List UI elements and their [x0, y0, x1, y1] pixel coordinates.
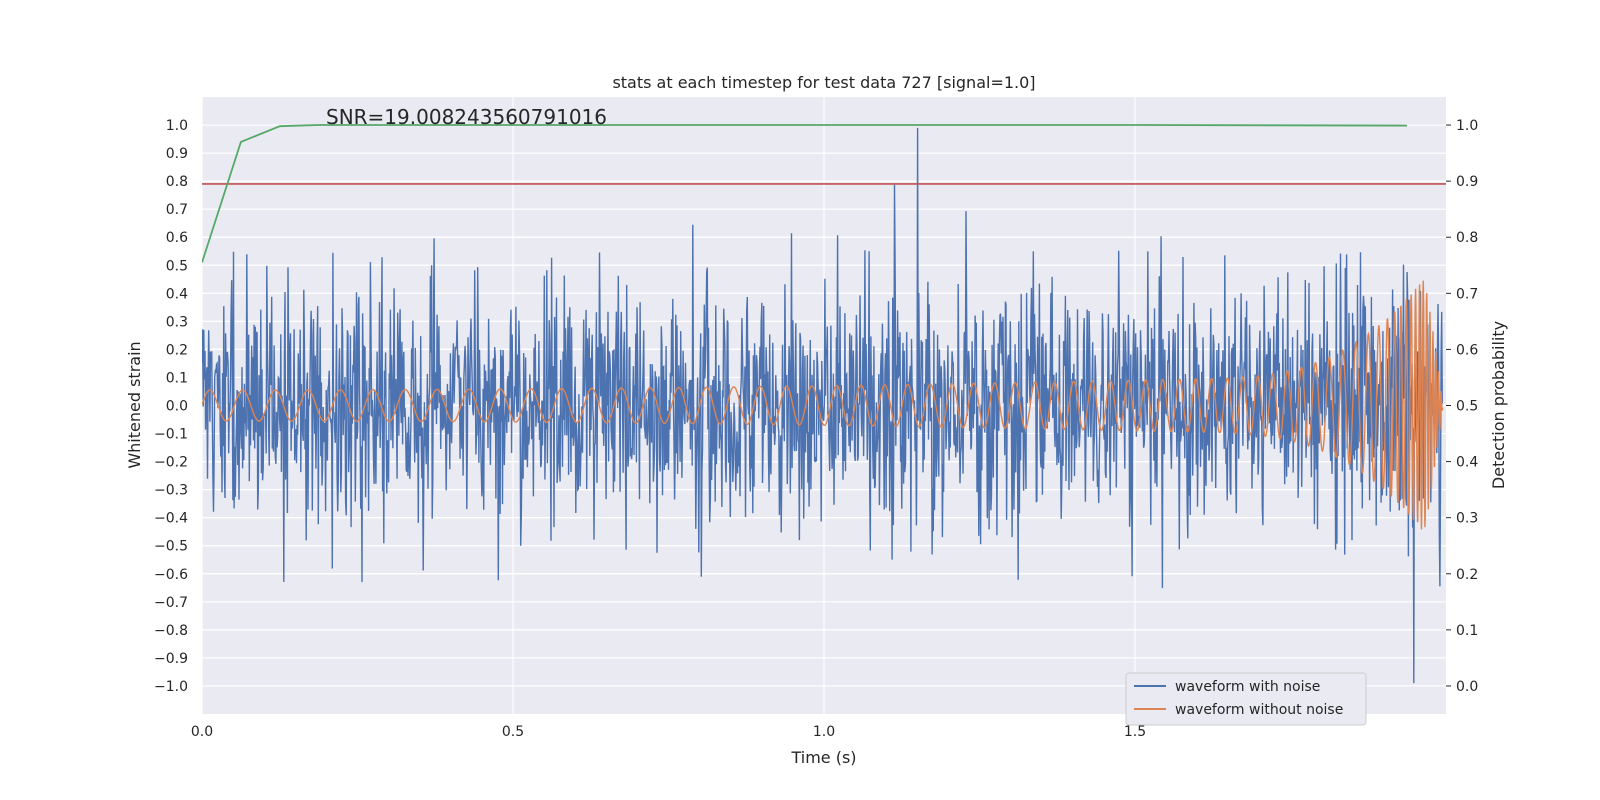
legend-label-noise: waveform with noise	[1175, 679, 1320, 695]
snr-annotation: SNR=19.008243560791016	[326, 105, 607, 129]
legend: waveform with noise waveform without noi…	[1125, 672, 1367, 726]
y-tick-label-left: −0.6	[154, 567, 188, 583]
y-tick-label-right: 0.1	[1456, 623, 1478, 639]
y-tick-label-left: 0.7	[166, 202, 188, 218]
x-tick-label: 0.5	[502, 724, 524, 740]
y-tick-label-left: −0.8	[154, 623, 188, 639]
x-tick-label: 0.0	[191, 724, 213, 740]
y-tick-label-right: 0.5	[1456, 399, 1478, 415]
y-tick-label-right: 0.3	[1456, 511, 1478, 527]
legend-box	[1125, 672, 1367, 726]
y-tick-label-left: −0.7	[154, 595, 188, 611]
y-tick-label-left: 1.0	[166, 118, 188, 134]
y-tick-label-left: −0.2	[154, 455, 188, 471]
chart-title: stats at each timestep for test data 727…	[612, 73, 1035, 92]
x-tick-label: 1.5	[1124, 724, 1146, 740]
y-tick-label-left: 0.6	[166, 230, 188, 246]
series-line-waveform-without-noise	[202, 280, 1444, 530]
y-tick-label-left: −0.1	[154, 427, 188, 443]
y-tick-label-right: 0.4	[1456, 455, 1478, 471]
y-ticks-left: −1.0 −0.9 −0.8 −0.7 −0.6 −0.5 −0.4 −0.3 −0.2 −0.1…	[154, 118, 188, 695]
y-tick-label-left: 0.9	[166, 146, 188, 162]
y-tick-label-left: 0.0	[166, 399, 188, 415]
series-line-detection-probability	[202, 124, 1408, 263]
y-tick-label-left: −0.5	[154, 539, 188, 555]
x-tick-label: 1.0	[813, 724, 835, 740]
y-axis-label-right: Detection probability	[1489, 321, 1508, 489]
y-tick-label-left: −0.3	[154, 483, 188, 499]
y-tick-label-left: 0.4	[166, 286, 188, 302]
y-tick-label-right: 0.7	[1456, 286, 1478, 302]
y-tick-label-right: 0.8	[1456, 230, 1478, 246]
y-tick-label-right: 0.9	[1456, 174, 1478, 190]
x-ticks: 0.0 0.5 1.0 1.5	[191, 724, 1146, 740]
y-tick-label-right: 0.2	[1456, 567, 1478, 583]
y-tick-label-left: 0.8	[166, 174, 188, 190]
y-tick-label-right: 0.6	[1456, 342, 1478, 358]
x-axis-label: Time (s)	[790, 748, 856, 767]
y-tick-label-right: 1.0	[1456, 118, 1478, 134]
y-tick-label-left: 0.5	[166, 258, 188, 274]
y-tick-label-left: −1.0	[154, 679, 188, 695]
y-ticks-right: 0.0 0.1 0.2 0.3 0.4 0.5 0.6 0.7 0.8 0.9 1.0	[1446, 118, 1478, 695]
plot-marks	[202, 124, 1446, 684]
y-tick-label-right: 0.0	[1456, 679, 1478, 695]
legend-label-clean: waveform without noise	[1175, 702, 1343, 718]
y-tick-label-left: 0.1	[166, 370, 188, 386]
y-tick-label-left: 0.3	[166, 314, 188, 330]
y-tick-label-left: −0.9	[154, 651, 188, 667]
series-line-waveform-with-noise	[202, 127, 1443, 684]
y-tick-label-left: 0.2	[166, 342, 188, 358]
y-tick-label-left: −0.4	[154, 511, 188, 527]
y-axis-label-left: Whitened strain	[125, 341, 144, 468]
